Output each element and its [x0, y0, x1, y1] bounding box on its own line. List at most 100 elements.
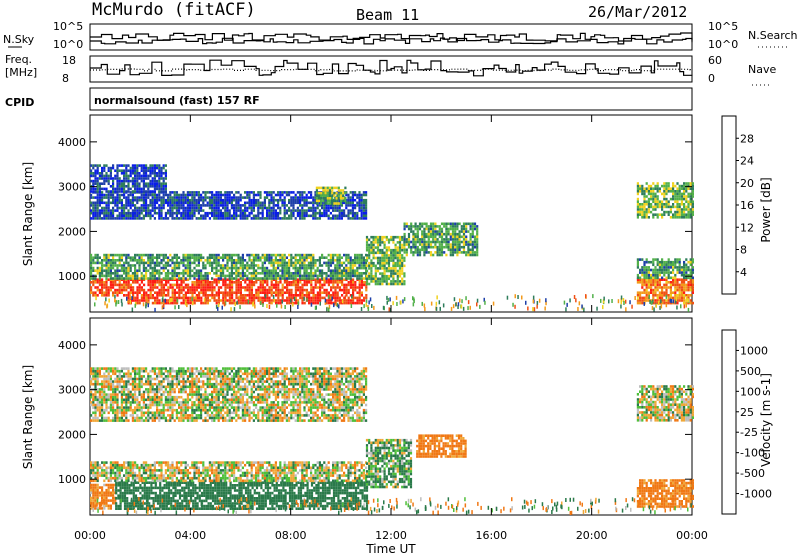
heatmap-cell [226, 204, 229, 207]
heatmap-cell [234, 302, 236, 307]
heatmap-cell [94, 277, 97, 280]
heatmap-cell [242, 296, 245, 300]
heatmap-cell [147, 294, 150, 297]
heatmap-cell [314, 296, 317, 300]
heatmap-cell [299, 294, 302, 297]
heatmap-cell [312, 204, 315, 207]
heatmap-cell [151, 261, 154, 265]
heatmap-cell [191, 198, 194, 202]
heatmap-cell [266, 266, 269, 270]
heatmap-cell [323, 281, 326, 284]
heatmap-cell [149, 179, 152, 183]
heatmap-cell [294, 266, 297, 270]
heatmap-cell [645, 288, 648, 292]
heatmap-cell [334, 277, 337, 280]
heatmap-cell [244, 266, 247, 270]
heatmap-cell [142, 201, 145, 205]
heatmap-cell [149, 201, 152, 205]
heatmap-cell [315, 199, 318, 203]
heatmap-cell [215, 261, 218, 265]
heatmap-cell [449, 227, 452, 231]
heatmap-cell [151, 283, 154, 287]
heatmap-cell [333, 301, 336, 306]
heatmap-cell [335, 202, 338, 205]
heatmap-cell [167, 198, 170, 202]
heatmap-cell [687, 182, 690, 185]
heatmap-cell [341, 288, 344, 292]
heatmap-cell [131, 209, 134, 212]
heatmap-cell [167, 256, 170, 259]
heatmap-cell [294, 193, 297, 197]
heatmap-cell [228, 256, 231, 259]
heatmap-cell [641, 266, 644, 269]
heatmap-cell [142, 266, 145, 270]
heatmap-cell [360, 196, 363, 199]
heatmap-cell [663, 278, 666, 281]
heatmap-cell [650, 286, 653, 289]
heatmap-cell [237, 278, 240, 281]
heatmap-cell [365, 217, 368, 220]
heatmap-cell [288, 299, 291, 302]
heatmap-cell [661, 286, 664, 289]
heatmap-cell [239, 266, 242, 270]
heatmap-cell [650, 205, 653, 209]
heatmap-cell [374, 241, 377, 244]
heatmap-cell [120, 182, 123, 185]
heatmap-cell [184, 211, 187, 215]
heatmap-cell [379, 282, 382, 286]
heatmap-cell [189, 198, 192, 202]
heatmap-cell [193, 191, 196, 194]
heatmap-cell [506, 295, 509, 300]
heatmap-cell [268, 214, 271, 218]
heatmap-cell [322, 199, 325, 203]
heatmap-cell [160, 206, 163, 210]
heatmap-cell [285, 266, 288, 270]
heatmap-cell [202, 281, 205, 284]
heatmap-cell [445, 227, 448, 231]
heatmap-cell [213, 278, 216, 281]
heatmap-cell [340, 274, 343, 278]
heatmap-cell [129, 193, 132, 197]
heatmap-cell [383, 274, 386, 278]
heatmap-cell [129, 288, 132, 292]
heatmap-cell [292, 283, 295, 287]
heatmap-cell [127, 277, 130, 280]
heatmap-cell [123, 209, 126, 212]
heatmap-cell [259, 281, 262, 284]
heatmap-cell [318, 272, 321, 275]
heatmap-cell [356, 214, 359, 218]
heatmap-cell [398, 269, 402, 273]
heatmap-cell [691, 258, 694, 261]
heatmap-cell [368, 274, 371, 278]
heatmap-cell [392, 238, 395, 242]
heatmap-cell [200, 253, 203, 257]
heatmap-cell [160, 169, 163, 172]
heatmap-cell [202, 217, 205, 220]
heatmap-cell [341, 299, 344, 304]
heatmap-cell [661, 266, 664, 269]
heatmap-cell [241, 264, 244, 267]
heatmap-cell [103, 259, 106, 262]
heatmap-cell [173, 193, 176, 197]
heatmap-cell [412, 240, 415, 244]
heatmap-cell [281, 296, 284, 300]
heatmap-cell [423, 303, 426, 308]
heatmap-cell [471, 245, 474, 249]
heatmap-cell [654, 258, 657, 261]
heatmap-cell [246, 301, 249, 305]
heatmap-cell [222, 266, 225, 270]
heatmap-cell [239, 281, 242, 284]
heatmap-cell [680, 203, 683, 206]
heatmap-cell [376, 256, 380, 260]
heatmap-cell [118, 264, 121, 267]
heatmap-cell [691, 210, 694, 214]
heatmap-cell [365, 235, 369, 239]
heatmap-cell [669, 208, 672, 211]
heatmap-cell [101, 182, 104, 185]
heatmap-cell [332, 259, 335, 262]
heatmap-cell [303, 277, 306, 280]
heatmap-cell [385, 274, 388, 278]
heatmap-cell [310, 296, 313, 300]
heatmap-cell [217, 281, 220, 284]
heatmap-cell [143, 291, 146, 294]
